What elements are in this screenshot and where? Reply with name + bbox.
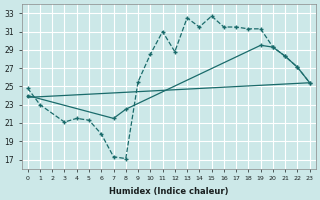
X-axis label: Humidex (Indice chaleur): Humidex (Indice chaleur): [109, 187, 228, 196]
